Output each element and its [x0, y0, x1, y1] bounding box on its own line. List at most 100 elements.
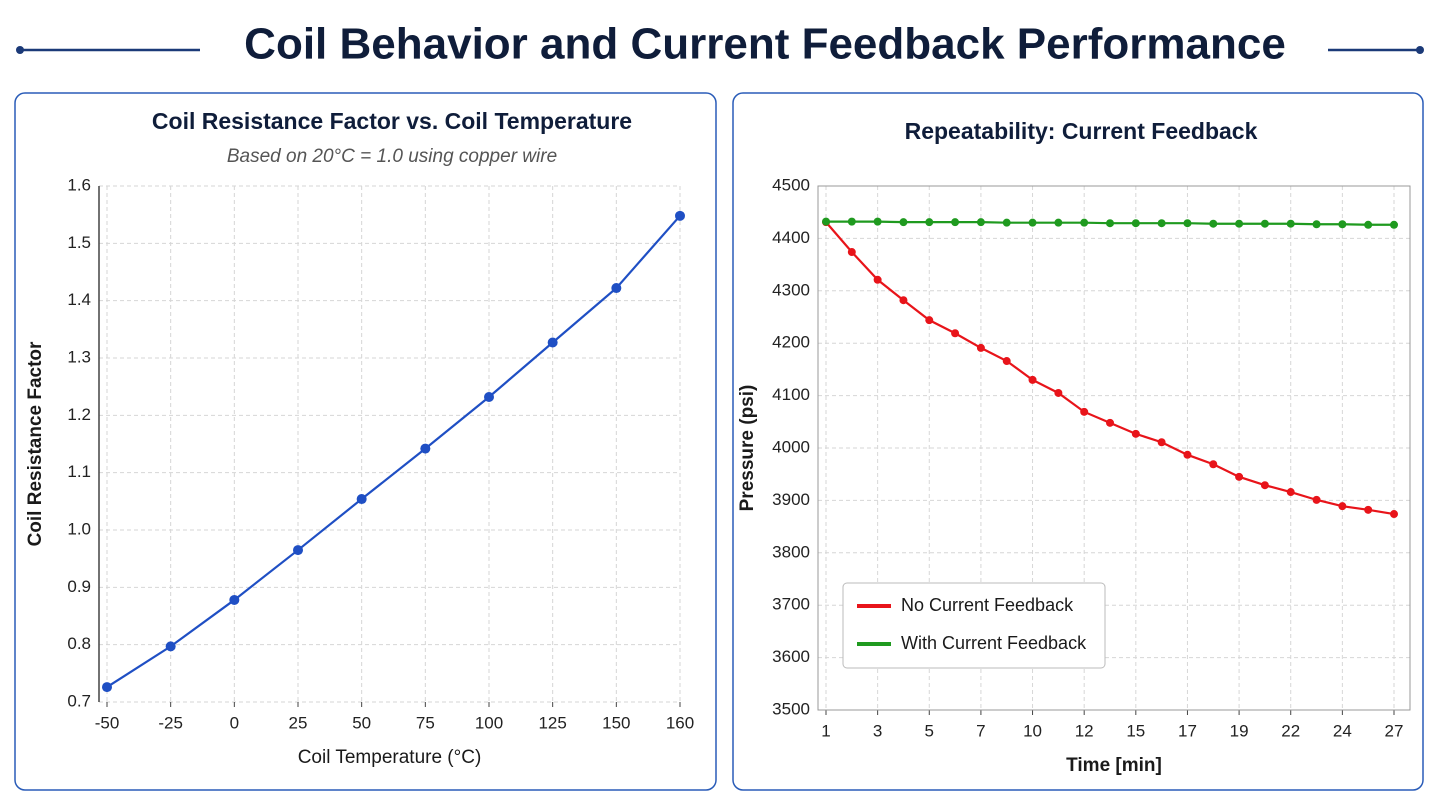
data-point — [822, 217, 830, 226]
chart-subtitle: Based on 20°C = 1.0 using copper wire — [227, 146, 557, 167]
y-tick-label: 1.3 — [67, 347, 91, 366]
panel — [732, 92, 1424, 791]
x-tick-label: 27 — [1385, 721, 1404, 740]
y-tick-label: 3700 — [772, 595, 810, 614]
data-point — [1080, 218, 1089, 227]
y-tick-label: 3500 — [772, 699, 810, 718]
data-point — [951, 218, 960, 227]
data-point — [229, 594, 240, 605]
data-point — [873, 275, 882, 284]
data-point — [976, 218, 985, 227]
y-axis-label: Coil Resistance Factor — [25, 341, 46, 546]
data-point — [293, 545, 303, 556]
data-point — [675, 210, 685, 221]
y-tick-label: 0.9 — [67, 577, 91, 596]
y-tick-label: 1.4 — [67, 290, 91, 309]
x-tick-label: 0 — [230, 713, 239, 732]
series-line — [106, 215, 681, 689]
y-tick-label: 0.7 — [67, 691, 91, 710]
data-point — [1364, 220, 1373, 229]
chart-title: Coil Resistance Factor vs. Coil Temperat… — [152, 108, 632, 134]
legend-label: No Current Feedback — [901, 595, 1074, 615]
data-point — [102, 682, 112, 693]
x-tick-label: 25 — [289, 713, 308, 732]
y-tick-label: 1.5 — [67, 233, 91, 252]
x-axis-label: Coil Temperature (°C) — [298, 747, 482, 768]
y-tick-label: 1.1 — [67, 462, 91, 481]
y-tick-label: 1.0 — [67, 519, 91, 538]
x-tick-label: 17 — [1178, 721, 1197, 740]
data-point — [420, 443, 431, 454]
data-point — [1260, 481, 1269, 490]
data-point — [1235, 472, 1244, 481]
data-point — [1338, 502, 1347, 511]
legend-label: With Current Feedback — [901, 633, 1087, 653]
x-tick-label: 125 — [538, 713, 566, 732]
data-point — [1106, 418, 1114, 427]
title-rule-dot — [16, 46, 24, 54]
data-point — [1106, 219, 1114, 228]
data-point — [1235, 219, 1244, 228]
data-point — [925, 316, 934, 325]
data-point — [899, 218, 908, 227]
data-point — [1002, 357, 1011, 366]
x-tick-label: 150 — [602, 713, 630, 732]
x-axis-label: Time [min] — [1066, 755, 1162, 776]
data-point — [847, 217, 856, 226]
data-point — [1080, 407, 1089, 416]
y-tick-label: 1.6 — [67, 175, 91, 194]
data-point — [1286, 219, 1295, 228]
x-tick-label: 10 — [1023, 721, 1042, 740]
data-point — [899, 296, 908, 305]
data-point — [873, 217, 882, 226]
x-tick-label: -50 — [95, 713, 120, 732]
x-tick-label: 5 — [925, 721, 934, 740]
data-point — [951, 329, 960, 338]
x-tick-label: 15 — [1126, 721, 1145, 740]
data-point — [1131, 429, 1140, 438]
data-point — [1390, 220, 1398, 229]
data-point — [1183, 450, 1192, 459]
data-point — [1028, 218, 1037, 227]
data-point — [847, 248, 856, 257]
x-tick-label: 22 — [1281, 721, 1300, 740]
data-point — [1390, 510, 1398, 519]
data-point — [547, 337, 558, 348]
data-point — [1157, 438, 1166, 447]
x-tick-label: 19 — [1230, 721, 1249, 740]
data-point — [925, 218, 934, 227]
data-point — [1312, 495, 1321, 504]
data-point — [1312, 220, 1321, 229]
data-point — [1364, 505, 1373, 514]
x-tick-label: 50 — [352, 713, 371, 732]
data-point — [356, 494, 367, 505]
y-axis-label: Pressure (psi) — [737, 385, 758, 512]
y-tick-label: 3600 — [772, 647, 810, 666]
y-tick-label: 4200 — [772, 333, 810, 352]
x-tick-label: 7 — [976, 721, 985, 740]
data-point — [1209, 460, 1218, 469]
y-tick-label: 3800 — [772, 542, 810, 561]
y-tick-label: 4000 — [772, 437, 810, 456]
data-point — [1157, 219, 1166, 228]
data-point — [484, 391, 494, 402]
x-tick-label: 1 — [821, 721, 830, 740]
x-tick-label: 3 — [873, 721, 882, 740]
data-point — [611, 283, 622, 294]
panel — [14, 92, 717, 791]
title-rule-dot — [1416, 46, 1424, 54]
data-point — [1260, 219, 1269, 228]
data-point — [1054, 218, 1063, 227]
data-point — [1209, 219, 1218, 228]
x-tick-label: 24 — [1333, 721, 1352, 740]
data-point — [1002, 218, 1011, 227]
data-point — [1338, 220, 1347, 229]
x-tick-label: 75 — [416, 713, 435, 732]
y-tick-label: 3900 — [772, 490, 810, 509]
data-point — [1183, 219, 1192, 228]
data-point — [976, 343, 985, 352]
y-tick-label: 4500 — [772, 175, 810, 194]
data-point — [165, 641, 176, 652]
data-point — [1131, 219, 1140, 228]
